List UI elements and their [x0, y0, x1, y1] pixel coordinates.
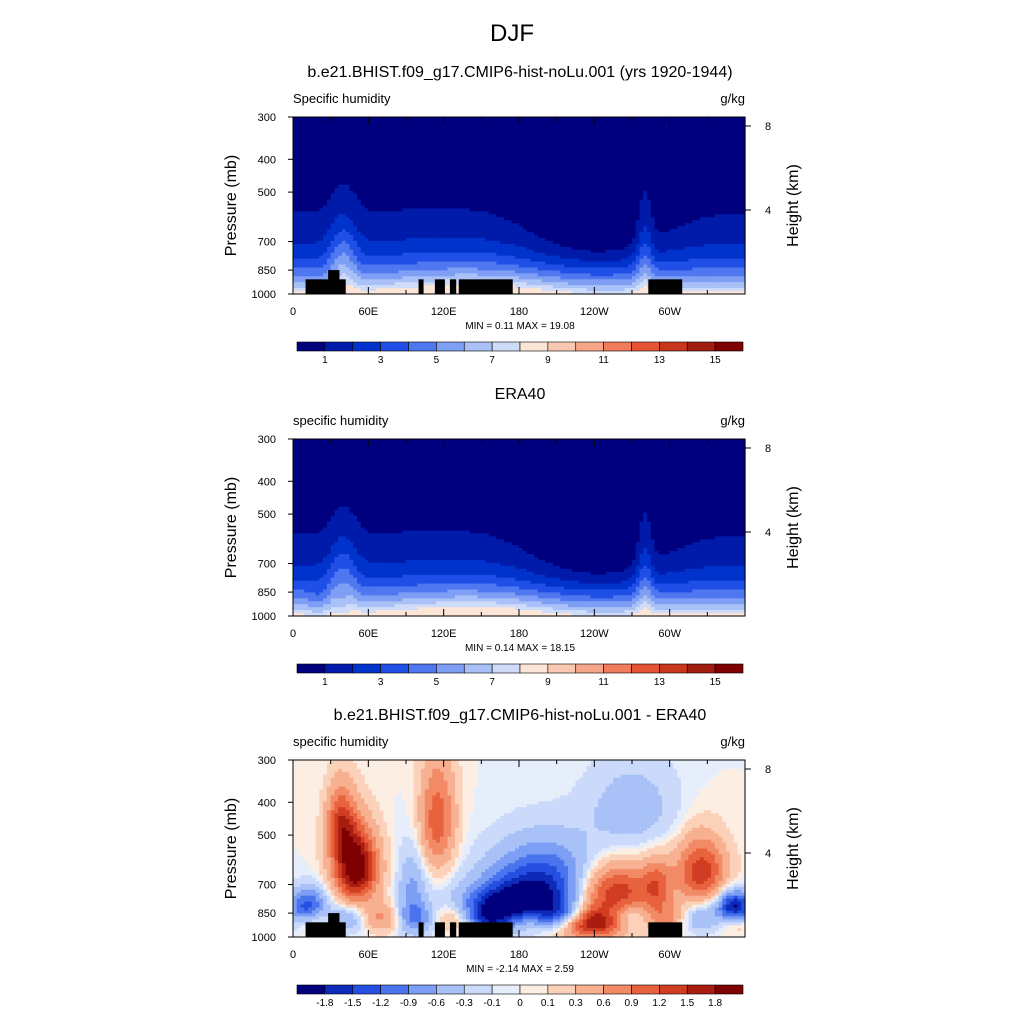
- variable-label: Specific humidity: [293, 91, 391, 106]
- contour-field: [293, 117, 746, 295]
- units-label: g/kg: [720, 91, 745, 106]
- panel-title: b.e21.BHIST.f09_g17.CMIP6-hist-noLu.001 …: [307, 64, 732, 81]
- panel-1: b.e21.BHIST.f09_g17.CMIP6-hist-noLu.001 …: [223, 64, 802, 366]
